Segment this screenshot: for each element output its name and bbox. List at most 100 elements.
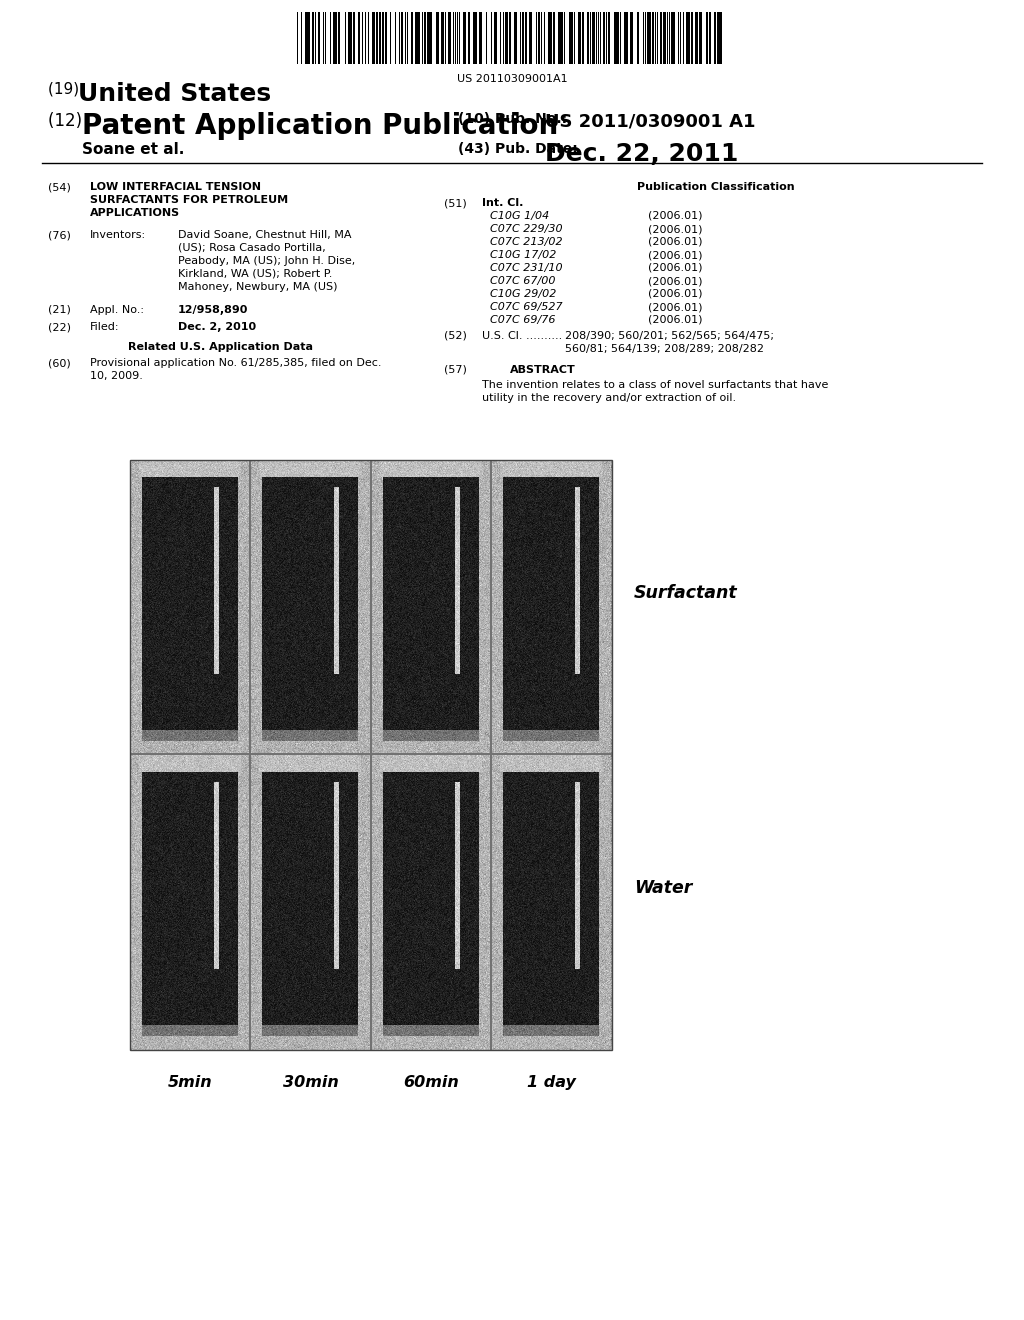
Bar — [637, 12, 639, 63]
Text: (60): (60) — [48, 358, 71, 368]
Text: (54): (54) — [48, 182, 71, 191]
Text: C10G 1/04: C10G 1/04 — [490, 211, 549, 220]
Text: (2006.01): (2006.01) — [648, 276, 702, 286]
Text: (21): (21) — [48, 305, 71, 315]
Text: ABSTRACT: ABSTRACT — [510, 366, 575, 375]
Bar — [660, 12, 662, 63]
Text: US 20110309001A1: US 20110309001A1 — [457, 74, 567, 84]
Text: (51): (51) — [444, 198, 467, 209]
Bar — [529, 12, 532, 63]
Bar — [385, 12, 387, 63]
Bar — [427, 12, 432, 63]
Text: 560/81; 564/139; 208/289; 208/282: 560/81; 564/139; 208/289; 208/282 — [565, 345, 764, 354]
Bar — [608, 12, 610, 63]
Text: (2006.01): (2006.01) — [648, 263, 702, 273]
Text: Filed:: Filed: — [90, 322, 120, 333]
Text: Provisional application No. 61/285,385, filed on Dec.: Provisional application No. 61/285,385, … — [90, 358, 382, 368]
Bar — [553, 12, 555, 63]
Bar — [509, 12, 511, 63]
Bar — [401, 12, 403, 63]
Bar — [376, 12, 378, 63]
Text: Dec. 2, 2010: Dec. 2, 2010 — [178, 322, 256, 333]
Text: (57): (57) — [444, 366, 467, 375]
Bar — [652, 12, 654, 63]
Bar — [424, 12, 426, 63]
Bar — [525, 12, 527, 63]
Text: SURFACTANTS FOR PETROLEUM: SURFACTANTS FOR PETROLEUM — [90, 195, 288, 205]
Text: (22): (22) — [48, 322, 71, 333]
Bar — [522, 12, 524, 63]
Text: Appl. No.:: Appl. No.: — [90, 305, 144, 315]
Text: C07C 69/527: C07C 69/527 — [490, 302, 562, 312]
Text: 12/958,890: 12/958,890 — [178, 305, 249, 315]
Text: C07C 69/76: C07C 69/76 — [490, 315, 555, 325]
Text: 10, 2009.: 10, 2009. — [90, 371, 143, 381]
Bar — [468, 12, 470, 63]
Text: LOW INTERFACIAL TENSION: LOW INTERFACIAL TENSION — [90, 182, 261, 191]
Bar — [473, 12, 477, 63]
Bar — [592, 12, 595, 63]
Bar — [348, 12, 352, 63]
Bar — [382, 12, 384, 63]
Text: (2006.01): (2006.01) — [648, 211, 702, 220]
Bar — [514, 12, 517, 63]
Bar — [411, 12, 413, 63]
Bar — [353, 12, 355, 63]
Text: C10G 17/02: C10G 17/02 — [490, 249, 556, 260]
Bar — [305, 12, 310, 63]
Text: C07C 67/00: C07C 67/00 — [490, 276, 555, 286]
Bar — [587, 12, 589, 63]
Text: (19): (19) — [48, 82, 84, 96]
Text: Water: Water — [634, 879, 692, 896]
Bar — [505, 12, 508, 63]
Text: US 2011/0309001 A1: US 2011/0309001 A1 — [545, 112, 756, 129]
Text: (2006.01): (2006.01) — [648, 249, 702, 260]
Bar — [569, 12, 573, 63]
Text: APPLICATIONS: APPLICATIONS — [90, 209, 180, 218]
Text: (US); Rosa Casado Portilla,: (US); Rosa Casado Portilla, — [178, 243, 326, 253]
Bar — [624, 12, 628, 63]
Bar — [663, 12, 666, 63]
Text: 5min: 5min — [168, 1074, 213, 1090]
Bar — [338, 12, 340, 63]
Bar — [372, 12, 375, 63]
Bar — [558, 12, 563, 63]
Bar — [717, 12, 722, 63]
Text: (43) Pub. Date:: (43) Pub. Date: — [458, 143, 578, 156]
Text: Inventors:: Inventors: — [90, 230, 146, 240]
Text: Patent Application Publication: Patent Application Publication — [82, 112, 558, 140]
Text: (2006.01): (2006.01) — [648, 302, 702, 312]
Bar — [358, 12, 360, 63]
Text: C07C 231/10: C07C 231/10 — [490, 263, 562, 273]
Bar — [441, 12, 444, 63]
Text: Kirkland, WA (US); Robert P.: Kirkland, WA (US); Robert P. — [178, 269, 333, 279]
Text: Related U.S. Application Data: Related U.S. Application Data — [128, 342, 312, 352]
Bar — [494, 12, 497, 63]
Bar — [130, 459, 612, 1049]
Text: 208/390; 560/201; 562/565; 564/475;: 208/390; 560/201; 562/565; 564/475; — [565, 331, 774, 341]
Bar — [647, 12, 651, 63]
Bar — [318, 12, 319, 63]
Bar — [548, 12, 552, 63]
Text: Mahoney, Newbury, MA (US): Mahoney, Newbury, MA (US) — [178, 282, 338, 292]
Text: (2006.01): (2006.01) — [648, 289, 702, 300]
Text: Surfactant: Surfactant — [634, 583, 737, 602]
Text: (12): (12) — [48, 112, 87, 129]
Bar — [436, 12, 439, 63]
Text: (2006.01): (2006.01) — [648, 224, 702, 234]
Text: 1 day: 1 day — [527, 1074, 577, 1090]
Text: C07C 229/30: C07C 229/30 — [490, 224, 562, 234]
Bar — [630, 12, 633, 63]
Text: C07C 213/02: C07C 213/02 — [490, 238, 562, 247]
Text: Int. Cl.: Int. Cl. — [482, 198, 523, 209]
Bar — [706, 12, 708, 63]
Bar — [312, 12, 314, 63]
Text: 60min: 60min — [403, 1074, 459, 1090]
Bar — [709, 12, 711, 63]
Bar — [582, 12, 584, 63]
Bar — [333, 12, 337, 63]
Text: Soane et al.: Soane et al. — [82, 143, 184, 157]
Text: (2006.01): (2006.01) — [648, 238, 702, 247]
Text: (76): (76) — [48, 230, 71, 240]
Text: (10) Pub. No.:: (10) Pub. No.: — [458, 112, 567, 125]
